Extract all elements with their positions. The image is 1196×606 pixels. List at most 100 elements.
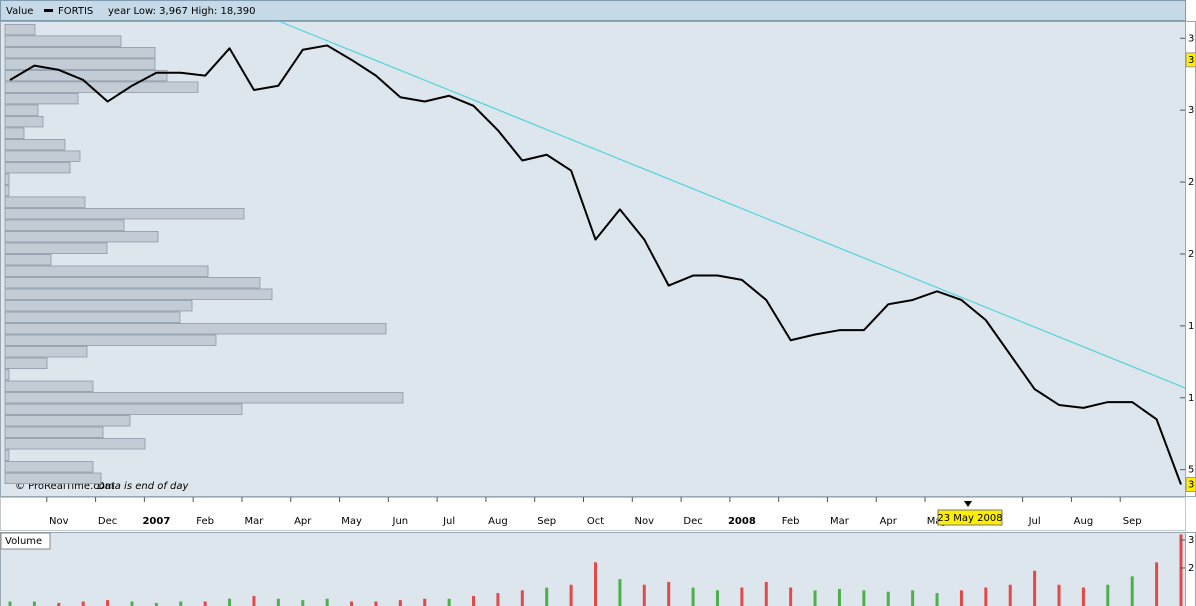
x-tick-label: Sep [537,516,556,527]
x-tick-label: Aug [1074,516,1094,527]
x-tick-label: May [927,516,948,527]
volume-bar [57,602,61,606]
volume-bar [472,595,476,606]
volume-bar [813,590,817,606]
volume-profile-bar [4,196,86,208]
legend-swatch [44,9,53,12]
volume-bar [789,587,793,606]
volume-profile-bar [4,300,193,312]
volume-profile-bar [4,346,88,358]
volume-bar [691,587,695,606]
volume-bar [984,587,988,606]
volume-bar [1008,584,1012,606]
volume-profile-bar [4,403,243,415]
x-tick-label: Nov [635,516,655,527]
x-tick-label: Mar [830,516,850,527]
volume-profile-bar [4,311,181,323]
volume-bar [1130,576,1134,606]
volume-bar [81,601,85,606]
volume-bar [1033,570,1037,606]
volume-profile-bar [4,208,245,220]
volume-profile-bar [4,380,94,392]
volume-title: Volume [5,536,42,547]
volume-bar [276,598,280,606]
volume-profile-bar [4,334,217,346]
volume-profile-bar [4,277,261,289]
volume-profile-bar [4,46,156,59]
volume-bar [130,601,134,606]
source: © ProRealTime.com [15,481,115,492]
y-tick-label: 5 [1188,465,1194,476]
volume-bar [154,602,158,606]
volume-bar [374,601,378,606]
header-info: year Low: 3,967 High: 18,390 [108,6,256,17]
volume-bar [1081,587,1085,606]
volume-bar [862,590,866,606]
volume-bar [594,562,597,606]
volume-profile-bar [4,288,273,300]
volume-panel [0,532,1186,606]
volume-profile-bar [4,242,108,254]
volume-profile-bar [4,162,71,174]
x-tick-label: Sep [1123,516,1142,527]
volume-bar [398,600,402,606]
volume-bar [911,590,915,606]
volume-bar [545,587,549,606]
x-tick-label: Jul [442,516,455,527]
volume-y-tick-label: 2 [1188,563,1194,574]
volume-profile-bar [4,69,168,82]
volume-bar [715,590,719,606]
volume-title-box [0,532,51,550]
volume-profile-bar [4,139,66,151]
volume-bar [325,598,329,606]
volume-profile-bar [4,173,10,185]
volume-profile-bar [4,369,10,381]
volume-profile-bar [4,219,125,231]
volume-bar [228,598,232,606]
volume-profile-bar [4,58,156,70]
y-tick-label: 2 [1188,249,1194,260]
volume-profile-bar [4,415,131,427]
cursor-label: 23 May 2008 [937,513,1002,524]
volume-bar [496,593,500,606]
x-tick-label: Feb [196,516,214,527]
volume-profile-bar [4,35,122,47]
price-marker [1185,477,1196,493]
volume-profile-bar [4,357,48,369]
volume-profile-bar [4,323,387,335]
volume-bar [520,590,524,606]
legend-label: FORTIS [58,6,93,17]
volume-bar [886,591,890,606]
x-tick-label: Aug [488,516,508,527]
volume-bar [8,601,12,606]
price-marker [1185,52,1196,68]
volume-bar [959,590,963,606]
volume-bar [1155,562,1159,606]
volume-bar [423,598,427,606]
y-tick-label: 3 [1188,105,1194,116]
y-tick-label: 2 [1188,177,1194,188]
volume-bar [1106,584,1110,606]
volume-profile-bar [4,265,209,277]
x-tick-label: Dec [98,516,117,527]
volume-bar [1057,584,1061,606]
volume-bar [203,601,207,606]
trend-line [278,20,1186,389]
x-tick-label: Mar [245,516,265,527]
volume-profile-bar [4,472,102,484]
volume-profile-bar [4,426,104,438]
volume-bar [179,601,183,606]
volume-profile-bar [4,127,25,139]
volume-profile-bar [4,449,10,461]
volume-profile-bar [4,93,79,105]
x-tick-label: Oct [587,516,604,527]
x-tick-label: 2008 [728,516,756,527]
volume-bar [1179,534,1183,606]
price-panel [0,21,1186,497]
volume-bar [642,584,646,606]
volume-bar [764,581,768,606]
volume-y-tick-label: 3 [1188,535,1194,546]
panel-label: Value [6,6,33,17]
volume-bar [32,601,36,606]
